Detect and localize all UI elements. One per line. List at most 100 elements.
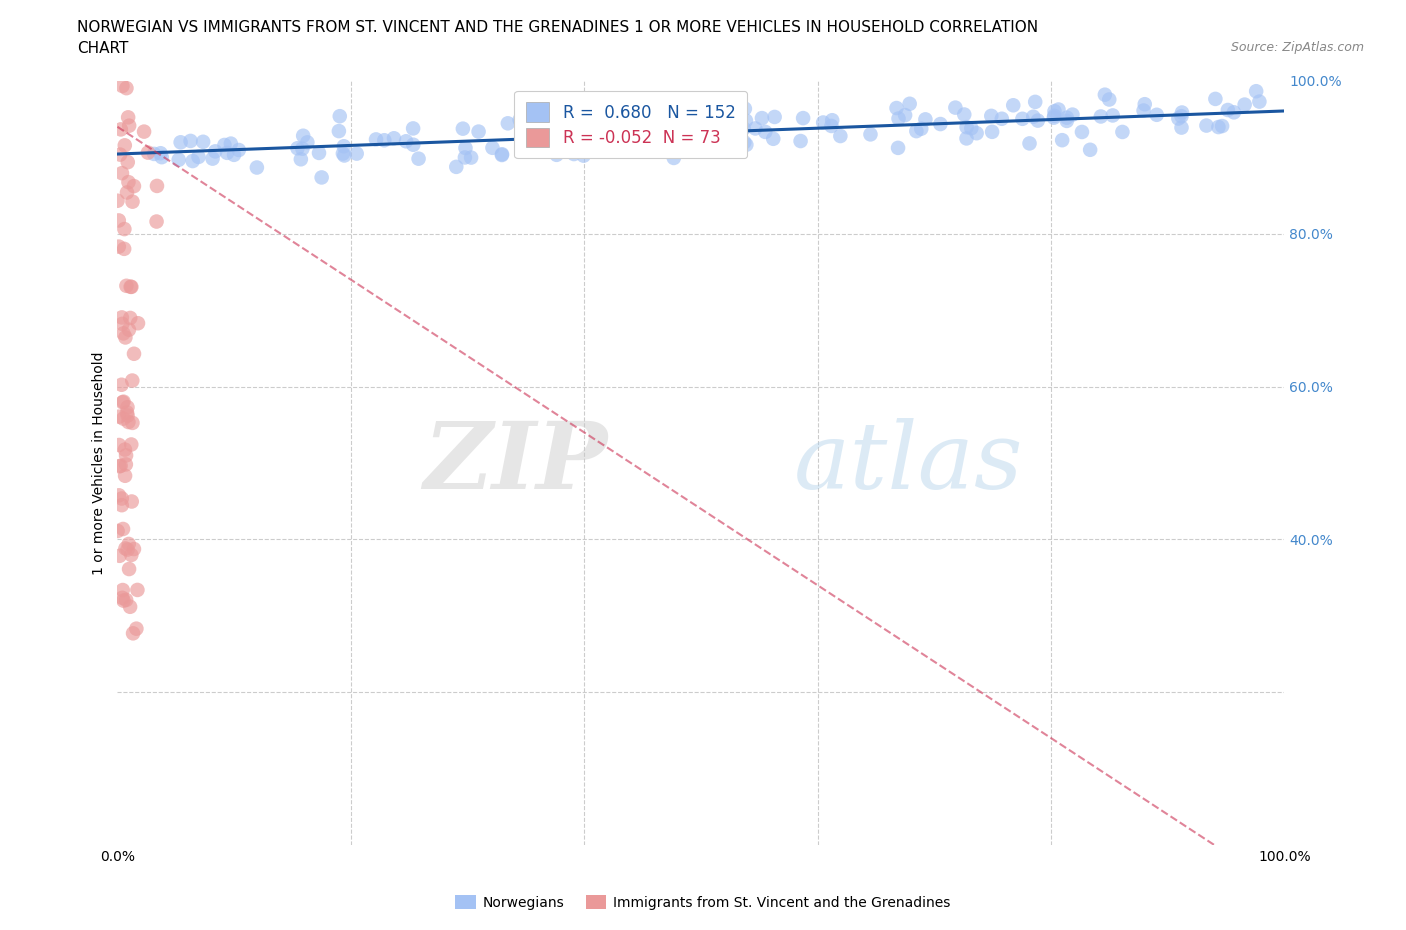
- Point: [955, 131, 977, 146]
- Point: [744, 121, 766, 136]
- Point: [201, 152, 224, 166]
- Point: [654, 132, 676, 147]
- Point: [905, 124, 928, 139]
- Point: [110, 122, 132, 137]
- Point: [1024, 95, 1046, 110]
- Point: [624, 124, 647, 139]
- Point: [637, 120, 659, 135]
- Point: [1233, 97, 1256, 112]
- Point: [707, 113, 730, 127]
- Point: [111, 395, 134, 410]
- Point: [110, 378, 132, 392]
- Point: [530, 122, 553, 137]
- Point: [981, 125, 1004, 140]
- Point: [204, 144, 226, 159]
- Point: [228, 142, 250, 157]
- Point: [792, 111, 814, 126]
- Point: [811, 115, 834, 130]
- Point: [107, 193, 129, 208]
- Point: [561, 126, 583, 140]
- Point: [1101, 108, 1123, 123]
- Point: [346, 146, 368, 161]
- Point: [402, 121, 425, 136]
- Point: [1146, 107, 1168, 122]
- Point: [572, 148, 595, 163]
- Point: [145, 214, 167, 229]
- Point: [1071, 125, 1094, 140]
- Point: [491, 147, 513, 162]
- Point: [108, 458, 131, 473]
- Point: [111, 166, 134, 180]
- Point: [143, 147, 166, 162]
- Point: [1026, 113, 1049, 128]
- Point: [292, 128, 315, 143]
- Point: [751, 111, 773, 126]
- Point: [692, 130, 714, 145]
- Point: [910, 121, 932, 136]
- Point: [830, 128, 852, 143]
- Point: [120, 548, 142, 563]
- Point: [626, 106, 648, 121]
- Point: [118, 562, 141, 577]
- Point: [114, 138, 136, 153]
- Point: [491, 148, 513, 163]
- Point: [665, 114, 688, 129]
- Point: [120, 437, 142, 452]
- Point: [887, 111, 910, 126]
- Point: [1204, 91, 1226, 106]
- Point: [1078, 142, 1101, 157]
- Point: [115, 592, 138, 607]
- Point: [1211, 119, 1233, 134]
- Point: [697, 126, 720, 140]
- Point: [118, 323, 141, 338]
- Point: [661, 135, 683, 150]
- Point: [122, 346, 145, 361]
- Point: [1094, 87, 1116, 102]
- Point: [735, 113, 758, 128]
- Point: [117, 110, 139, 125]
- Point: [127, 316, 149, 331]
- Point: [110, 458, 132, 473]
- Point: [117, 400, 139, 415]
- Point: [1132, 103, 1154, 118]
- Point: [1062, 107, 1084, 122]
- Point: [120, 599, 142, 614]
- Point: [546, 147, 568, 162]
- Point: [333, 139, 356, 153]
- Point: [541, 143, 564, 158]
- Point: [671, 131, 693, 146]
- Text: atlas: atlas: [794, 418, 1024, 508]
- Point: [117, 154, 139, 169]
- Point: [980, 109, 1002, 124]
- Point: [181, 153, 204, 168]
- Point: [1043, 104, 1066, 119]
- Point: [291, 141, 314, 156]
- Point: [290, 152, 312, 166]
- Point: [112, 242, 135, 257]
- Point: [1167, 111, 1189, 126]
- Point: [408, 152, 430, 166]
- Point: [1208, 120, 1230, 135]
- Point: [551, 136, 574, 151]
- Point: [122, 626, 145, 641]
- Point: [929, 116, 952, 131]
- Point: [1216, 102, 1239, 117]
- Point: [1170, 120, 1192, 135]
- Point: [555, 119, 578, 134]
- Point: [121, 194, 143, 209]
- Point: [149, 146, 172, 161]
- Point: [115, 278, 138, 293]
- Point: [735, 138, 758, 153]
- Point: [648, 127, 671, 142]
- Point: [111, 316, 134, 331]
- Point: [150, 150, 173, 165]
- Point: [1249, 94, 1271, 109]
- Text: ZIP: ZIP: [423, 418, 607, 508]
- Point: [1050, 133, 1073, 148]
- Point: [217, 145, 239, 160]
- Point: [187, 150, 209, 165]
- Point: [373, 133, 395, 148]
- Point: [332, 146, 354, 161]
- Point: [108, 488, 131, 503]
- Point: [859, 126, 882, 141]
